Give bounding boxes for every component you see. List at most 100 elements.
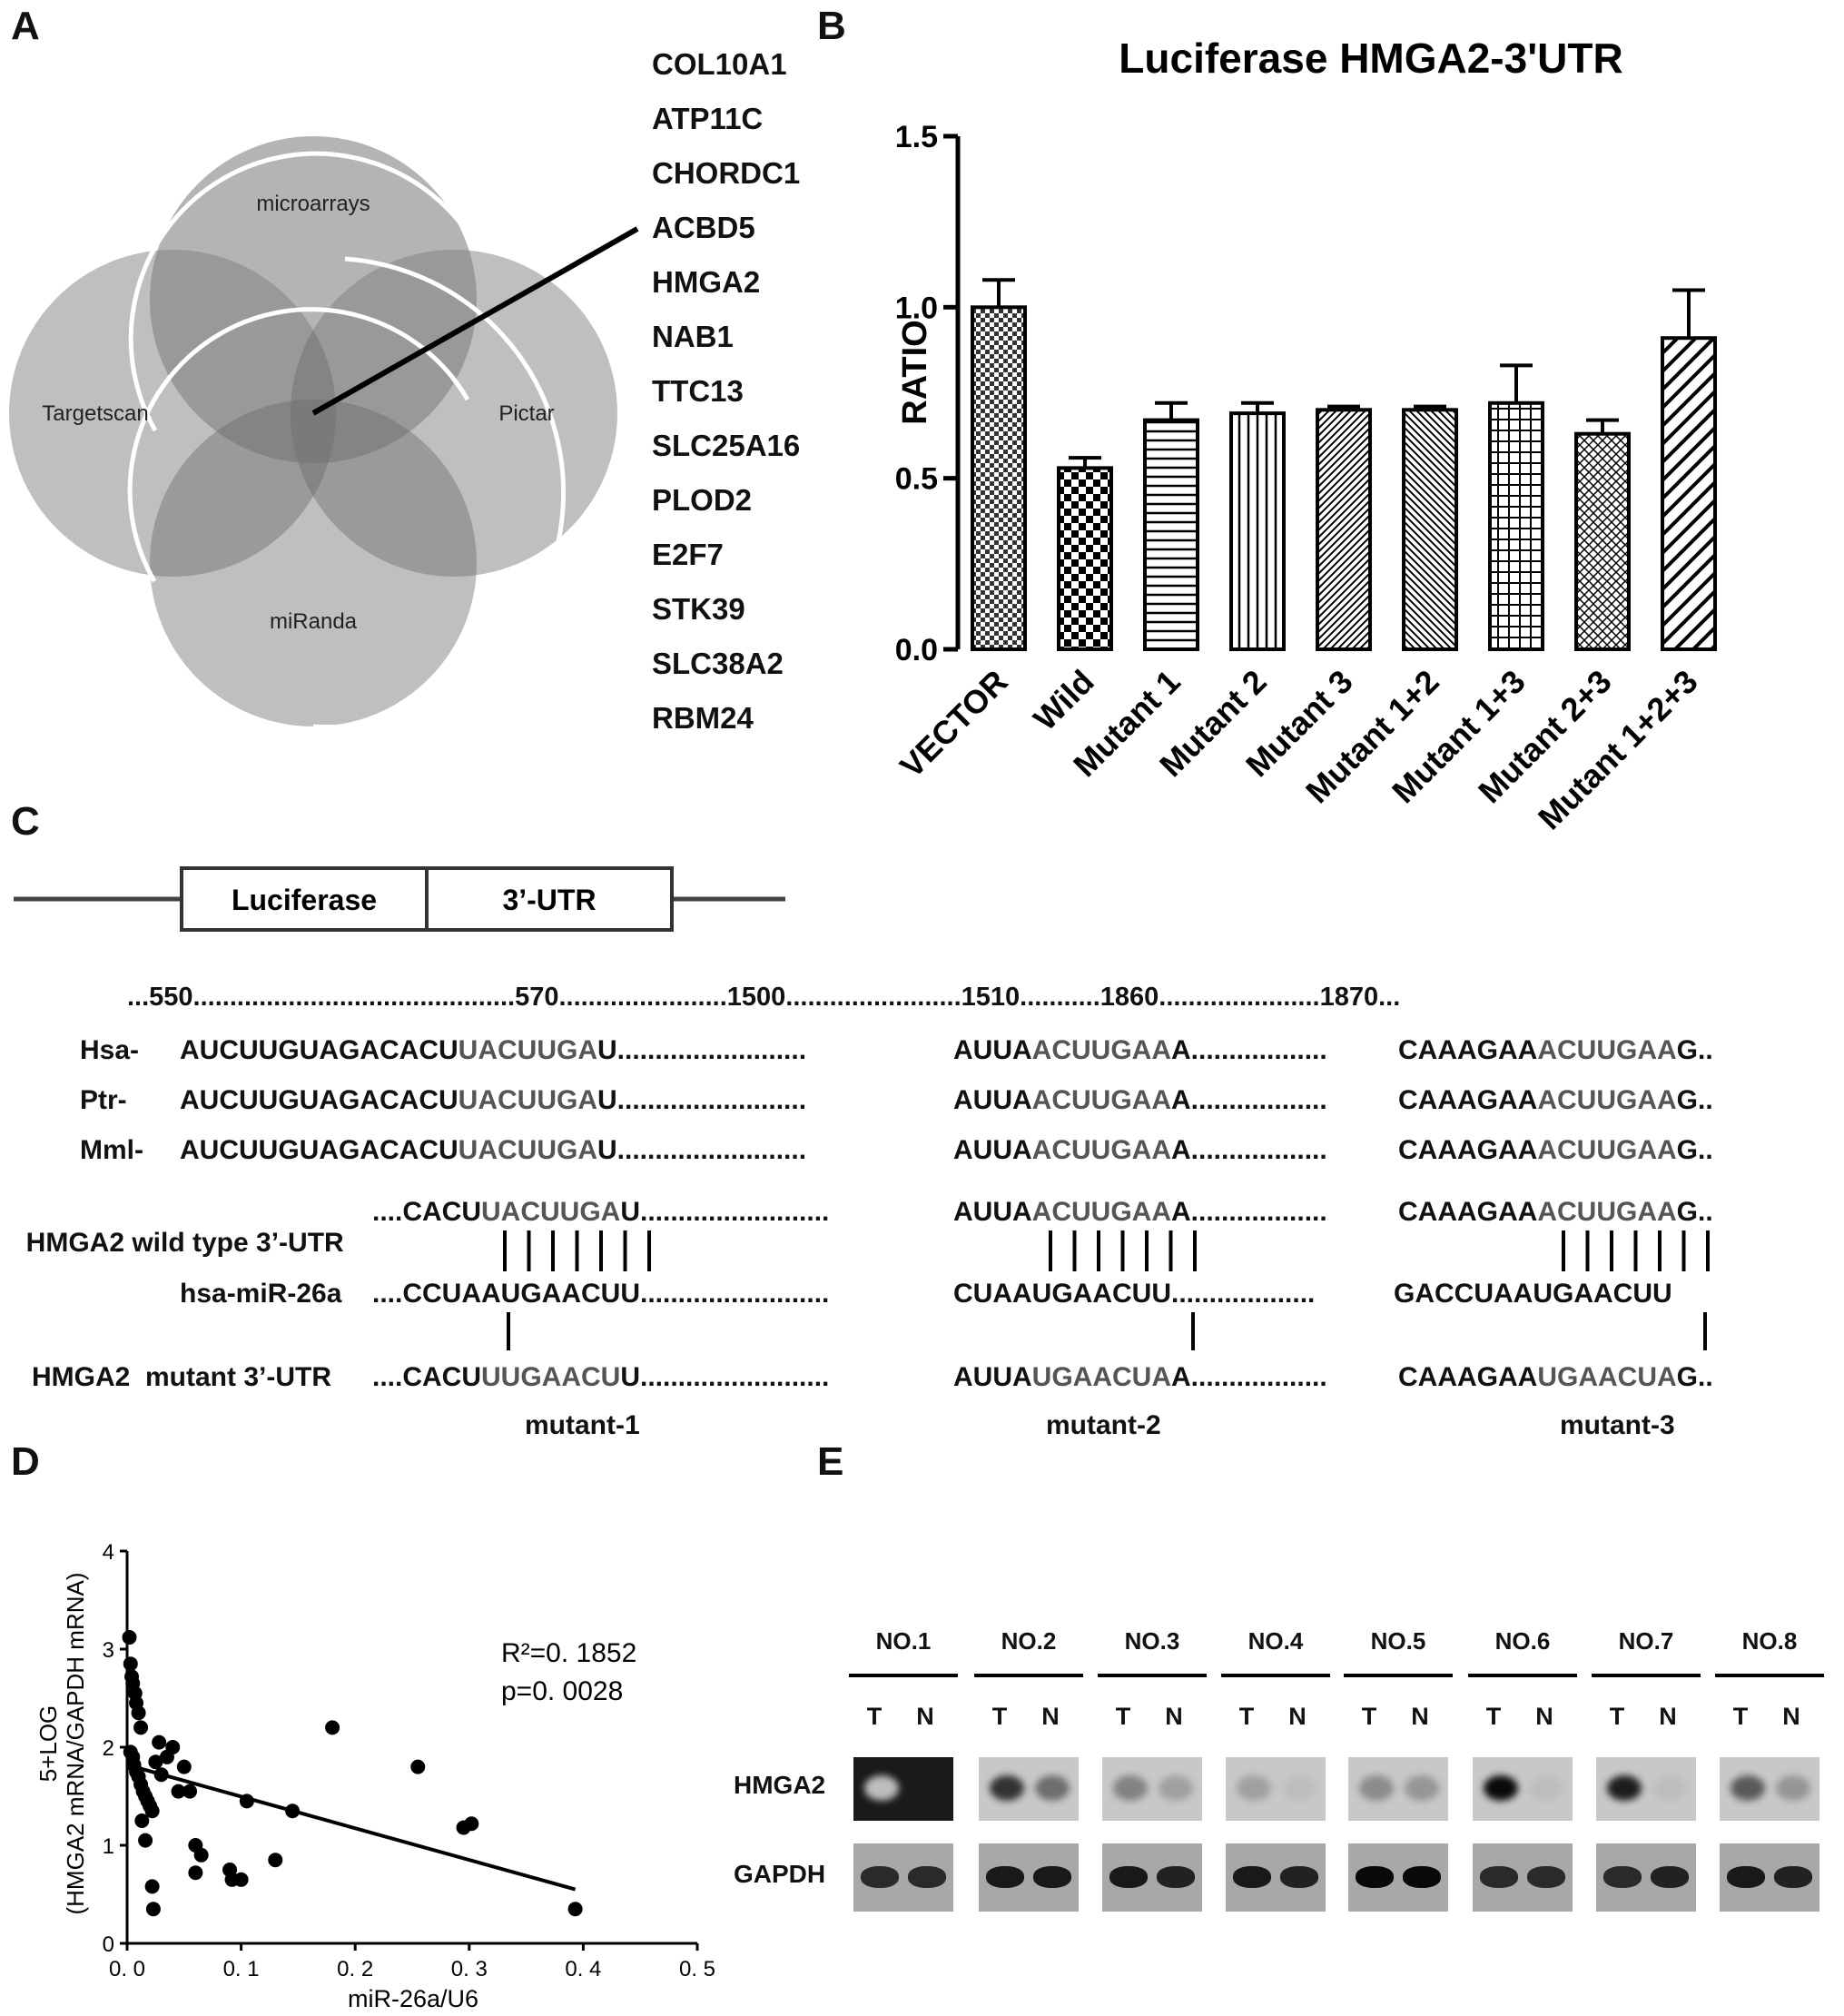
data-point bbox=[171, 1784, 186, 1799]
data-point bbox=[138, 1833, 153, 1848]
mutant-3-label: mutant-3 bbox=[1560, 1410, 1675, 1440]
pairing-lines bbox=[503, 1230, 1710, 1350]
hmga2-band-panel bbox=[1102, 1757, 1202, 1821]
y-tick-label: 0 bbox=[103, 1932, 114, 1957]
species-label: Ptr- bbox=[80, 1085, 127, 1115]
gapdh-band bbox=[1651, 1866, 1689, 1888]
venn-pointer-line bbox=[311, 226, 639, 416]
lane-label-n: N bbox=[1165, 1703, 1183, 1730]
panel-label-e: E bbox=[817, 1439, 844, 1484]
venn-label-targetscan: Targetscan bbox=[42, 401, 148, 426]
gene-item: ACBD5 bbox=[652, 211, 755, 244]
sample-underline bbox=[1715, 1674, 1824, 1677]
construct-diagram: Luciferase 3’-UTR bbox=[14, 866, 785, 932]
lane-label-t: T bbox=[1732, 1703, 1749, 1730]
bar bbox=[1143, 418, 1199, 651]
panel-label-c: C bbox=[11, 799, 40, 844]
y-tick-label: 1 bbox=[103, 1834, 114, 1859]
hmga2-band bbox=[1159, 1775, 1193, 1801]
hmga2-band-panel bbox=[1720, 1757, 1819, 1821]
sample-underline bbox=[1468, 1674, 1577, 1677]
gene-item: HMGA2 bbox=[652, 265, 761, 299]
sample-underline bbox=[1221, 1674, 1330, 1677]
mutant-seg2: AUUAUGAACUAA.................. bbox=[953, 1362, 1327, 1392]
gene-item: CHORDC1 bbox=[652, 156, 801, 190]
data-point bbox=[165, 1740, 181, 1754]
bar bbox=[1574, 431, 1631, 652]
mutant-label: HMGA2 mutant 3’-UTR bbox=[32, 1362, 331, 1392]
data-point bbox=[464, 1816, 479, 1832]
species-label: Mml- bbox=[80, 1135, 143, 1165]
lane-label-n: N bbox=[1535, 1703, 1553, 1730]
gapdh-band bbox=[1233, 1866, 1271, 1888]
gapdh-band-panel bbox=[1596, 1843, 1696, 1912]
wild-type-seg1: ....CACUUACUUGAU........................… bbox=[372, 1197, 830, 1227]
gapdh-band bbox=[861, 1866, 899, 1888]
sample-label: NO.5 bbox=[1370, 1627, 1426, 1655]
luciferase-box bbox=[180, 866, 429, 932]
gene-item: ATP11C bbox=[652, 102, 764, 135]
y-tick-label: 0.5 bbox=[895, 462, 938, 497]
data-point bbox=[144, 1879, 160, 1894]
mir-label: hsa-miR-26a bbox=[180, 1279, 342, 1309]
gene-item: E2F7 bbox=[652, 538, 724, 571]
sample-underline bbox=[1344, 1674, 1453, 1677]
gene-item: NAB1 bbox=[652, 320, 734, 353]
sample-underline bbox=[1098, 1674, 1207, 1677]
venn-circle-miranda bbox=[150, 400, 477, 726]
species-sequence-segment: CAAAGAAACUUGAAG.. bbox=[1398, 1085, 1713, 1115]
gene-item: COL10A1 bbox=[652, 47, 787, 81]
mir-seg2: CUAAUGAACUU................... bbox=[953, 1279, 1316, 1309]
bar bbox=[971, 305, 1027, 651]
y-tick-label: 3 bbox=[103, 1638, 114, 1663]
species-sequence-segment: CAAAGAAACUUGAAG.. bbox=[1398, 1135, 1713, 1165]
gapdh-band-panel bbox=[1473, 1843, 1573, 1912]
gene-item: RBM24 bbox=[652, 701, 754, 735]
x-tick-label: 0. 3 bbox=[451, 1957, 488, 1981]
data-point bbox=[131, 1705, 146, 1721]
sample-label: NO.4 bbox=[1247, 1627, 1304, 1655]
species-sequence-segment: CAAAGAAACUUGAAG.. bbox=[1398, 1035, 1713, 1065]
y-tick-label: 4 bbox=[103, 1540, 114, 1565]
gapdh-band-panel bbox=[979, 1843, 1079, 1912]
hmga2-band-panel bbox=[1226, 1757, 1326, 1821]
luciferase-label: Luciferase bbox=[232, 884, 377, 916]
gapdh-band-panel bbox=[853, 1843, 953, 1912]
hmga2-band bbox=[990, 1775, 1024, 1801]
panel-label-b: B bbox=[817, 4, 846, 48]
gapdh-band bbox=[1527, 1866, 1565, 1888]
p-value-annotation: p=0. 0028 bbox=[501, 1676, 623, 1706]
hmga2-band bbox=[1359, 1775, 1394, 1801]
bar bbox=[1402, 408, 1458, 651]
y-tick-label: 1.0 bbox=[895, 291, 938, 325]
gapdh-band bbox=[1403, 1866, 1441, 1888]
lane-label-n: N bbox=[1288, 1703, 1307, 1730]
y-axis-label: RATIO bbox=[896, 320, 934, 424]
lane-label-t: T bbox=[1485, 1703, 1502, 1730]
venn-label-microarrays: microarrays bbox=[256, 192, 370, 216]
data-point bbox=[268, 1853, 283, 1868]
bar bbox=[1057, 466, 1113, 651]
data-point bbox=[188, 1865, 203, 1881]
utr-box bbox=[425, 866, 674, 932]
y-tick-label: 2 bbox=[103, 1736, 114, 1761]
species-sequence-segment: AUCUUGUAGACACUUACUUGAU..................… bbox=[180, 1085, 807, 1115]
y-axis-label-line2: (HMGA2 mRNA/GAPDH mRNA) bbox=[62, 1572, 89, 1914]
gapdh-band bbox=[1033, 1866, 1071, 1888]
wild-type-seg2: AUUAACUUGAAA.................. bbox=[953, 1197, 1327, 1227]
lane-label-t: T bbox=[1238, 1703, 1255, 1730]
data-point bbox=[144, 1804, 160, 1819]
x-axis-label: miR-26a/U6 bbox=[348, 1985, 478, 2012]
data-point bbox=[122, 1630, 137, 1645]
mutant-1-label: mutant-1 bbox=[525, 1410, 640, 1440]
lane-label-t: T bbox=[866, 1703, 883, 1730]
luciferase-bar-chart: Luciferase HMGA2-3'UTR RATIO 0.0 0.5 1.0 1.… bbox=[892, 35, 1717, 836]
trendline bbox=[126, 1763, 577, 1892]
gapdh-band bbox=[1603, 1866, 1642, 1888]
sample-label: NO.3 bbox=[1124, 1627, 1180, 1655]
hmga2-band bbox=[1652, 1775, 1687, 1801]
x-tick-label: Wild bbox=[1026, 663, 1100, 737]
lane-label-t: T bbox=[1361, 1703, 1377, 1730]
hmga2-band bbox=[1731, 1775, 1765, 1801]
hmga2-band-panel bbox=[1596, 1757, 1696, 1821]
